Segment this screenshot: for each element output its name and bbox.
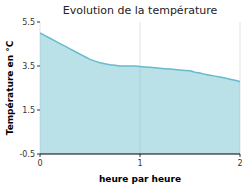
tick-label: 1 — [137, 159, 142, 168]
tick-label: 2 — [237, 159, 242, 168]
tick-mark — [37, 22, 40, 23]
tick-mark — [37, 66, 40, 67]
tick-mark — [37, 154, 40, 155]
plot-area — [40, 33, 240, 154]
tick-label: 0 — [37, 159, 42, 168]
tick-label: -0.5 — [19, 150, 35, 159]
tick-label: 5.5 — [22, 18, 35, 27]
title: Evolution de la température — [63, 4, 218, 17]
x-axis-label: heure par heure — [99, 174, 181, 184]
chart: 0 1 2 -0.5 1.5 3.5 5.5 Evolution de la températ… — [0, 0, 250, 188]
tick-label: 1.5 — [22, 106, 35, 115]
x-axis-line — [40, 153, 240, 154]
y-axis-label: Température en °C — [5, 40, 15, 135]
tick-label: 3.5 — [22, 62, 35, 71]
tick-mark — [37, 110, 40, 111]
area-fill — [40, 33, 240, 154]
area-line — [40, 33, 240, 81]
